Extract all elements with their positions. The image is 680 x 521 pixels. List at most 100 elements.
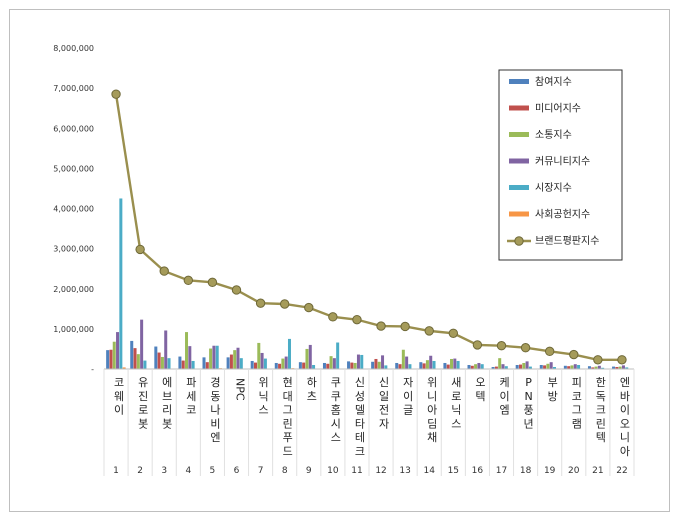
bar — [143, 360, 147, 369]
bar — [480, 364, 484, 369]
category-label-char: 봇 — [162, 417, 172, 430]
category-label-char: 브 — [162, 390, 172, 403]
bar — [253, 362, 257, 369]
category-label-char: 크 — [355, 445, 365, 458]
bar — [274, 362, 278, 369]
category-label-char: 피 — [572, 376, 582, 389]
category-label-char: 엔 — [210, 431, 220, 444]
rank-label: 5 — [210, 466, 216, 476]
category-label-char: 코 — [572, 390, 582, 403]
category-label-char: 엔 — [620, 376, 630, 389]
category-label-char: 위 — [259, 376, 269, 389]
category-label-char: 케 — [499, 376, 509, 389]
bar — [160, 356, 164, 369]
bar — [587, 366, 591, 369]
category-label-char: 에 — [162, 376, 172, 389]
bar — [356, 354, 360, 369]
bar — [260, 352, 264, 369]
category-label-char: 램 — [572, 417, 582, 430]
bar — [164, 330, 168, 369]
legend-item: 미디어지수 — [509, 103, 581, 115]
category-label-char: 스 — [331, 431, 341, 444]
bar — [601, 367, 605, 369]
category-label-char: 오 — [475, 376, 485, 389]
bar — [405, 356, 409, 369]
line-series — [111, 89, 627, 365]
bar-series-1 — [106, 340, 616, 369]
category-label-char: 신 — [355, 376, 365, 389]
bar-series-2 — [109, 348, 619, 369]
bar — [122, 367, 126, 369]
category-label-char: 크 — [596, 404, 606, 417]
category-label-char: 봇 — [138, 417, 148, 430]
legend-label: 시장지수 — [535, 182, 572, 194]
category-label-char: 타 — [355, 417, 365, 430]
bar — [429, 355, 433, 369]
bar — [209, 348, 213, 369]
legend-item: 소통지수 — [509, 129, 572, 141]
bar — [350, 362, 354, 369]
line-point — [159, 266, 169, 276]
bar — [477, 362, 481, 369]
rank-label: 6 — [234, 466, 240, 476]
category-label-char: 드 — [283, 445, 293, 458]
bar — [539, 364, 543, 369]
line-point — [328, 312, 338, 322]
bar — [154, 346, 158, 369]
rank-label: 14 — [424, 466, 436, 476]
rank-label: 11 — [351, 466, 362, 476]
legend-label: 사회공헌지수 — [535, 209, 590, 221]
bar — [329, 356, 333, 369]
bar-series — [106, 198, 629, 369]
bar — [491, 366, 495, 369]
category-label-char: 방 — [548, 390, 558, 403]
category-label-char: 현 — [283, 376, 293, 389]
category-label-char: 유 — [138, 376, 148, 389]
bar — [281, 358, 285, 369]
category-label-char: 한 — [596, 376, 606, 389]
line-point — [111, 89, 121, 99]
bar — [212, 345, 216, 369]
category-label-char: 글 — [403, 404, 413, 417]
legend-swatch — [509, 105, 529, 111]
category-label-char: 아 — [620, 445, 630, 458]
rank-label: 18 — [520, 466, 532, 476]
bar — [573, 364, 577, 369]
rank-label: 22 — [616, 466, 627, 476]
rank-label: 2 — [137, 466, 143, 476]
bar — [570, 365, 574, 369]
category-label-char: 웨 — [114, 390, 124, 403]
line-point — [472, 340, 483, 350]
rank-label: 4 — [185, 466, 191, 476]
bar-series-3 — [112, 332, 622, 369]
bar — [353, 362, 357, 369]
y-tick-label: 8,000,000 — [53, 44, 94, 53]
bar — [215, 345, 219, 369]
category-label-char: 진 — [138, 390, 148, 403]
rank-label: 21 — [592, 466, 603, 476]
category-label-char: P — [525, 376, 532, 389]
bar — [287, 338, 291, 369]
category-label-char: 바 — [620, 390, 630, 403]
category-label-char: 오 — [620, 417, 630, 430]
bar — [236, 347, 240, 369]
rank-label: 10 — [327, 466, 339, 476]
category-label-char: 딤 — [427, 417, 437, 430]
category-label-char: 자 — [403, 376, 413, 389]
bar — [284, 356, 288, 369]
legend-swatch — [509, 79, 529, 84]
category-label-char: 리 — [162, 404, 172, 417]
rank-label: 1 — [113, 466, 119, 476]
category-label-char: 위 — [427, 376, 437, 389]
bar — [401, 349, 405, 369]
category-label-char: 이 — [403, 390, 413, 403]
bar — [467, 364, 471, 369]
bar — [425, 360, 429, 369]
